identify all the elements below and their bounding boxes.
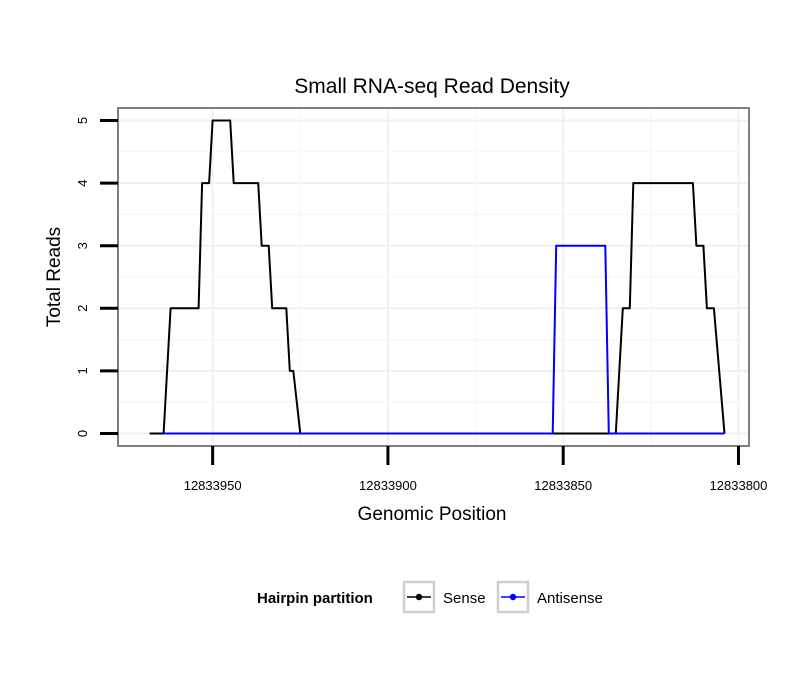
y-tick-label: 1 [75, 367, 90, 374]
data-series [149, 119, 726, 435]
x-axis: 12833950 12833900 12833850 12833800 [184, 446, 768, 493]
legend-item-antisense: Antisense [496, 580, 603, 614]
y-tick-label: 2 [75, 305, 90, 312]
legend-label-sense: Sense [443, 590, 486, 607]
plot-panel [117, 107, 750, 447]
series-line-antisense [163, 244, 725, 435]
y-tick-label: 0 [75, 430, 90, 437]
series-line-sense [149, 119, 726, 435]
x-tick-label: 12833800 [710, 478, 768, 493]
chart-title: Small RNA-seq Read Density [294, 75, 570, 98]
y-tick-label: 5 [75, 117, 90, 124]
y-axis: 0 1 2 3 4 5 [75, 117, 118, 437]
y-axis-label: Total Reads [44, 227, 65, 327]
legend-title: Hairpin partition [257, 590, 373, 607]
y-tick-label: 3 [75, 242, 90, 249]
x-axis-label: Genomic Position [358, 504, 507, 525]
legend: Hairpin partition Sense Antisense [257, 580, 603, 614]
x-tick-label: 12833950 [184, 478, 242, 493]
legend-item-sense: Sense [402, 580, 486, 614]
y-tick-label: 4 [75, 179, 90, 186]
legend-label-antisense: Antisense [537, 590, 603, 607]
gridlines [118, 108, 749, 446]
x-tick-label: 12833900 [359, 478, 417, 493]
x-tick-label: 12833850 [534, 478, 592, 493]
